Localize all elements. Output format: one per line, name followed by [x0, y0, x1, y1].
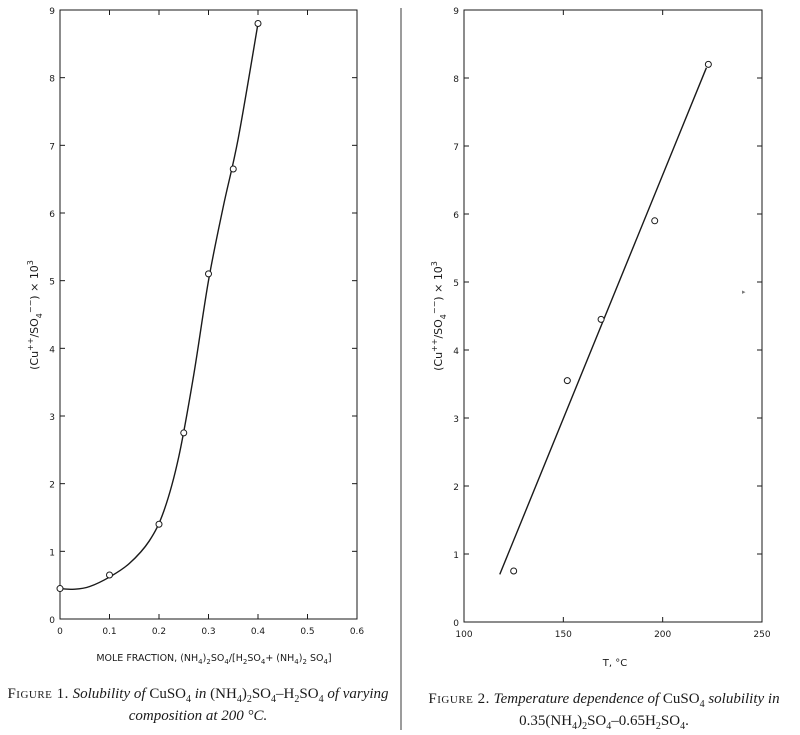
chart-2-x-axis-label: T, °C — [602, 658, 627, 669]
chart-1-x-axis: 0 0.1 0.2 0.3 0.4 0.5 0.6 — [57, 10, 364, 637]
x-tick-label: 150 — [555, 630, 572, 640]
x-tick-label: 0.3 — [201, 627, 215, 637]
chart-2-y-axis: 0 1 2 3 4 5 6 7 8 9 — [453, 7, 762, 629]
chart-2-solubility-vs-temperature: 0 1 2 3 4 5 6 7 8 9 100 150 200 250 (Cu++/SO4−−) × 1… — [430, 7, 771, 669]
x-tick-label: 100 — [455, 630, 472, 640]
caption-formula: 0.35(NH — [519, 713, 573, 729]
y-tick-label: 0 — [49, 616, 55, 626]
caption-formula: –0.65H — [611, 713, 656, 729]
data-point — [254, 20, 262, 28]
y-tick-label: 1 — [453, 551, 459, 561]
y-tick-label: 8 — [453, 75, 459, 85]
caption-sub: 4 — [271, 694, 277, 705]
y-tick-label: 4 — [453, 347, 459, 357]
data-point — [180, 429, 188, 437]
caption-sub: 2 — [294, 694, 300, 705]
caption-sub: 4 — [186, 694, 191, 705]
data-point — [155, 520, 163, 528]
figure-2-caption-lead: Figure 2. — [428, 691, 490, 707]
y-tick-label: 0 — [453, 619, 459, 629]
y-tick-label: 2 — [453, 483, 459, 493]
y-tick-label: 4 — [49, 345, 55, 355]
caption-text: Solubility of — [72, 686, 146, 702]
caption-formula: SO — [299, 686, 319, 702]
caption-sub: 4 — [699, 699, 705, 710]
caption-text: of varying — [327, 686, 389, 702]
figure-1-caption: Figure 1. Solubility of CuSO4 in (NH4)2S… — [4, 686, 392, 725]
chart-1-fit-curve — [59, 23, 259, 591]
caption-text: composition at 200 °C. — [128, 708, 268, 724]
y-tick-label: 7 — [453, 143, 459, 153]
caption-formula: SO — [660, 713, 681, 729]
data-point — [704, 60, 712, 68]
x-tick-label: 0 — [57, 627, 63, 637]
chart-2-x-axis: 100 150 200 250 — [455, 10, 771, 640]
caption-formula: SO — [251, 686, 272, 702]
caption-sub: 2 — [246, 694, 252, 705]
y-tick-label: 2 — [49, 481, 55, 491]
caption-formula: ) — [241, 686, 247, 702]
print-speck: ▸ — [742, 288, 746, 296]
chart-1-solubility-vs-mole-fraction: 0 1 2 3 4 5 6 7 8 9 0 0.1 0.2 0.3 0.4 0.5 0.6 (Cu++/SO4… — [26, 7, 364, 666]
caption-formula: ) — [577, 713, 583, 729]
caption-formula: (NH — [210, 686, 237, 702]
caption-sub: 4 — [318, 694, 324, 705]
caption-formula: CuSO — [149, 686, 186, 702]
y-tick-label: 1 — [49, 548, 55, 558]
data-point — [106, 571, 113, 579]
chart-1-data-points — [56, 20, 262, 593]
chart-1-plot-frame — [59, 9, 358, 620]
caption-formula: SO — [587, 713, 607, 729]
caption-sub: 2 — [582, 721, 588, 732]
chart-1-x-axis-label: MOLE FRACTION, (NH4)2SO4/[H2SO4+ (NH4)2 … — [96, 653, 331, 666]
y-tick-label: 9 — [49, 7, 55, 17]
caption-formula: CuSO — [662, 691, 700, 707]
y-tick-label: 6 — [453, 211, 459, 221]
chart-2-data-points — [510, 60, 712, 575]
y-tick-label: 5 — [49, 278, 55, 288]
data-point — [651, 217, 659, 225]
x-tick-label: 0.4 — [251, 627, 266, 637]
x-tick-label: 250 — [753, 630, 770, 640]
chart-1-y-axis-label: (Cu++/SO4−−) × 103 — [26, 260, 44, 370]
y-tick-label: 9 — [453, 7, 459, 17]
data-point — [563, 377, 571, 385]
caption-sub: 4 — [572, 721, 578, 732]
x-tick-label: 200 — [654, 630, 671, 640]
data-point — [510, 567, 518, 575]
figure-2-caption: Figure 2. Temperature dependence of CuSO… — [410, 691, 798, 735]
y-tick-label: 5 — [453, 279, 459, 289]
caption-formula: –H — [276, 686, 295, 702]
data-point — [205, 270, 212, 278]
chart-2-y-axis-label: (Cu++/SO4−−) × 103 — [430, 261, 448, 371]
caption-text: Temperature dependence of — [493, 691, 660, 707]
y-tick-label: 6 — [49, 210, 55, 220]
caption-text: solubility in — [708, 691, 780, 707]
caption-formula: . — [685, 713, 689, 729]
caption-text: in — [194, 686, 207, 702]
x-tick-label: 0.1 — [102, 627, 116, 637]
y-tick-label: 7 — [49, 142, 55, 152]
y-tick-label: 3 — [453, 415, 459, 425]
caption-sub: 4 — [606, 721, 612, 732]
figure-1-caption-lead: Figure 1. — [7, 686, 69, 702]
chart-1-y-axis: 0 1 2 3 4 5 6 7 8 9 — [49, 7, 357, 626]
y-tick-label: 8 — [49, 75, 55, 85]
data-point — [56, 585, 64, 593]
x-tick-label: 0.6 — [350, 627, 365, 637]
caption-sub: 4 — [680, 721, 686, 732]
data-point — [597, 315, 605, 323]
x-tick-label: 0.2 — [152, 627, 166, 637]
y-tick-label: 3 — [49, 413, 55, 423]
caption-sub: 4 — [236, 694, 242, 705]
data-point — [229, 165, 237, 173]
caption-sub: 2 — [655, 721, 661, 732]
chart-2-plot-frame — [463, 9, 763, 623]
x-tick-label: 0.5 — [300, 627, 314, 637]
